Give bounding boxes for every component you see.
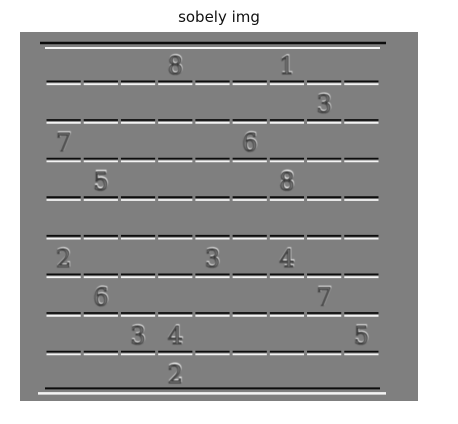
digit-edge-light: 3 xyxy=(131,321,146,349)
digit-2: 2 xyxy=(56,245,71,273)
digit-5: 5 xyxy=(354,322,369,350)
digit-edge-light: 8 xyxy=(168,51,183,79)
digit-edge-light: 5 xyxy=(94,167,109,195)
figure-title: sobely img xyxy=(178,8,260,26)
digit-edge-light: 5 xyxy=(354,321,369,349)
digit-edge-light: 7 xyxy=(56,128,71,156)
digit-edge-light: 3 xyxy=(205,244,220,272)
digit-7: 7 xyxy=(317,284,332,312)
digit-7: 7 xyxy=(56,129,71,157)
grid-edge-lines xyxy=(38,41,386,395)
digit-8: 8 xyxy=(168,52,183,80)
digit-6: 6 xyxy=(242,129,257,157)
digit-edge-light: 1 xyxy=(280,51,295,79)
digit-edge-light: 8 xyxy=(280,167,295,195)
digit-8: 8 xyxy=(279,168,294,196)
digit-5: 5 xyxy=(93,168,108,196)
digit-edge-light: 2 xyxy=(56,244,71,272)
digit-edge-light: 2 xyxy=(168,360,183,388)
digit-6: 6 xyxy=(93,284,108,312)
digit-3: 3 xyxy=(205,245,220,273)
digit-edge-light: 6 xyxy=(243,128,258,156)
digit-4: 4 xyxy=(168,322,183,350)
digit-edge-light: 6 xyxy=(94,282,109,310)
digit-edge-light: 3 xyxy=(317,89,332,117)
digit-edge-light: 4 xyxy=(280,244,295,272)
digit-4: 4 xyxy=(279,245,294,273)
digit-edge-light: 4 xyxy=(168,321,183,349)
digit-edge-light: 7 xyxy=(317,282,332,310)
digit-3: 3 xyxy=(317,91,332,119)
digit-2: 2 xyxy=(168,361,183,389)
digit-1: 1 xyxy=(279,52,294,80)
image-background xyxy=(20,32,418,401)
digit-3: 3 xyxy=(130,322,145,350)
